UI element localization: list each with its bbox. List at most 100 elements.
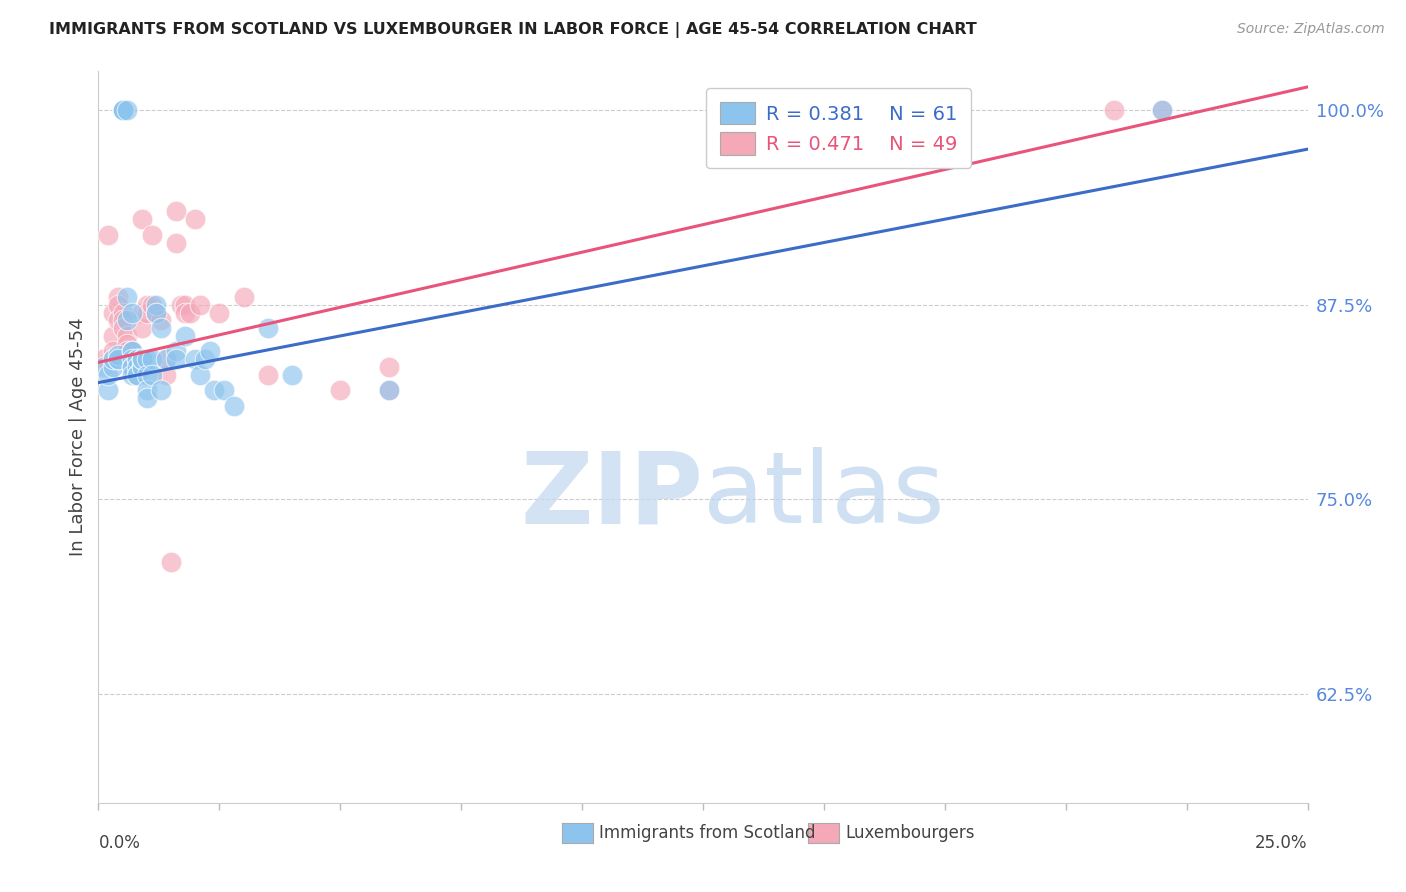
- Point: [127, 352, 149, 367]
- Point: [107, 352, 129, 367]
- Point: [155, 352, 177, 367]
- Point: [101, 305, 124, 319]
- Point: [150, 321, 173, 335]
- Text: atlas: atlas: [703, 447, 945, 544]
- Point: [179, 305, 201, 319]
- Point: [131, 352, 153, 367]
- Point: [121, 344, 143, 359]
- Text: 25.0%: 25.0%: [1256, 834, 1308, 852]
- Point: [188, 368, 211, 382]
- Point: [121, 352, 143, 367]
- Point: [107, 290, 129, 304]
- Text: ZIP: ZIP: [520, 447, 703, 544]
- Y-axis label: In Labor Force | Age 45-54: In Labor Force | Age 45-54: [69, 318, 87, 557]
- Point: [97, 227, 120, 242]
- Point: [232, 290, 254, 304]
- Point: [117, 313, 139, 327]
- Point: [111, 321, 134, 335]
- Point: [160, 555, 183, 569]
- Point: [141, 298, 163, 312]
- Point: [101, 329, 124, 343]
- Point: [1152, 103, 1174, 118]
- Point: [97, 384, 120, 398]
- Point: [135, 384, 157, 398]
- Point: [141, 352, 163, 367]
- Point: [150, 313, 173, 327]
- Point: [194, 352, 217, 367]
- Point: [117, 352, 139, 367]
- Point: [117, 329, 139, 343]
- Text: Immigrants from Scotland: Immigrants from Scotland: [599, 824, 815, 842]
- Text: IMMIGRANTS FROM SCOTLAND VS LUXEMBOURGER IN LABOR FORCE | AGE 45-54 CORRELATION : IMMIGRANTS FROM SCOTLAND VS LUXEMBOURGER…: [49, 22, 977, 38]
- Point: [204, 384, 226, 398]
- Point: [107, 313, 129, 327]
- Point: [111, 103, 134, 118]
- Point: [111, 103, 134, 118]
- Point: [121, 305, 143, 319]
- Point: [117, 103, 139, 118]
- Point: [127, 352, 149, 367]
- Point: [131, 352, 153, 367]
- Point: [121, 344, 143, 359]
- Point: [127, 359, 149, 374]
- Point: [141, 368, 163, 382]
- Text: Source: ZipAtlas.com: Source: ZipAtlas.com: [1237, 22, 1385, 37]
- Point: [121, 352, 143, 367]
- Point: [107, 298, 129, 312]
- Point: [131, 305, 153, 319]
- Point: [111, 313, 134, 327]
- Legend: R = 0.381    N = 61, R = 0.471    N = 49: R = 0.381 N = 61, R = 0.471 N = 49: [706, 88, 972, 169]
- Text: 0.0%: 0.0%: [98, 834, 141, 852]
- Point: [155, 352, 177, 367]
- Point: [127, 352, 149, 367]
- Point: [127, 352, 149, 367]
- Point: [131, 359, 153, 374]
- Point: [121, 344, 143, 359]
- Point: [131, 352, 153, 367]
- Point: [174, 305, 197, 319]
- Point: [256, 321, 278, 335]
- Point: [97, 368, 120, 382]
- Point: [150, 384, 173, 398]
- Point: [155, 368, 177, 382]
- Point: [184, 352, 207, 367]
- Point: [1152, 103, 1174, 118]
- Point: [135, 305, 157, 319]
- Point: [111, 103, 134, 118]
- Point: [101, 352, 124, 367]
- Point: [127, 368, 149, 382]
- Point: [169, 298, 191, 312]
- Point: [101, 352, 124, 367]
- Point: [121, 359, 143, 374]
- Point: [131, 352, 153, 367]
- Point: [107, 348, 129, 362]
- Point: [111, 305, 134, 319]
- Point: [377, 384, 399, 398]
- Point: [198, 344, 221, 359]
- Point: [127, 368, 149, 382]
- Text: Luxembourgers: Luxembourgers: [845, 824, 974, 842]
- Point: [91, 359, 114, 374]
- Point: [208, 305, 231, 319]
- Point: [131, 321, 153, 335]
- Point: [131, 359, 153, 374]
- Point: [111, 103, 134, 118]
- Point: [165, 235, 187, 250]
- Point: [117, 344, 139, 359]
- Point: [141, 227, 163, 242]
- Point: [117, 290, 139, 304]
- Point: [135, 391, 157, 405]
- Point: [145, 305, 167, 319]
- Point: [101, 359, 124, 374]
- Point: [165, 204, 187, 219]
- Point: [222, 399, 245, 413]
- Point: [256, 368, 278, 382]
- Point: [184, 212, 207, 227]
- Point: [188, 298, 211, 312]
- Point: [377, 359, 399, 374]
- Point: [101, 344, 124, 359]
- Point: [377, 384, 399, 398]
- Point: [127, 352, 149, 367]
- Point: [1102, 103, 1125, 118]
- Point: [91, 352, 114, 367]
